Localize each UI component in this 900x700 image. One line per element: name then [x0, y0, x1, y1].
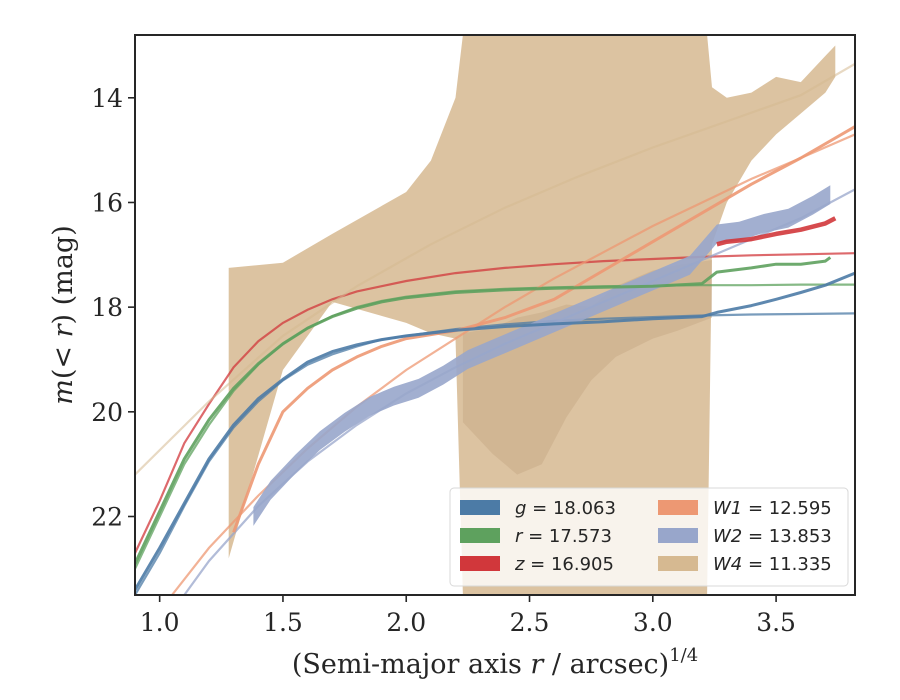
x-axis-label-suffix: / arcsec): [543, 649, 669, 680]
legend-swatch-w1: [658, 500, 698, 515]
y-axis-label: m(< r) (mag): [48, 225, 79, 404]
x-axis-label-var: r: [530, 649, 545, 680]
w4-model-curve: [135, 62, 855, 476]
w2-profile-band: [253, 185, 831, 526]
x-tick-label: 2.0: [386, 608, 426, 637]
x-tick-label: 2.5: [510, 608, 550, 637]
x-tick-label: 3.0: [633, 608, 673, 637]
y-tick-label: 22: [91, 502, 123, 531]
legend-label-z: z = 16.905: [514, 554, 614, 575]
y-tick-label: 18: [91, 293, 123, 322]
data-layer: [135, 35, 855, 595]
legend-entries: g = 18.063 W1 = 12.595 r = 17.573 W2 = 13.8…: [460, 498, 832, 575]
w4-inner-band: [462, 260, 712, 475]
legend-box: [449, 487, 849, 587]
legend-label-w2: W2 = 13.853: [713, 526, 832, 547]
legend-swatch-w4: [658, 556, 698, 571]
legend-label-w4: W4 = 11.335: [713, 554, 832, 575]
x-tick-label: 3.5: [756, 608, 796, 637]
legend-swatch-r: [460, 528, 500, 543]
x-tick-label: 1.0: [140, 608, 180, 637]
x-tick-label: 1.5: [263, 608, 303, 637]
y-tick-label: 16: [91, 188, 123, 217]
legend: g = 18.063 W1 = 12.595 r = 17.573 W2 = 13.8…: [449, 487, 849, 587]
x-axis: 1.0 1.5 2.0 2.5 3.0 3.5: [140, 595, 796, 637]
x-axis-label: (Semi-major axis r / arcsec)1/4: [292, 645, 698, 680]
x-axis-label-exponent: 1/4: [669, 645, 698, 666]
y-axis-label-mid: (<: [48, 337, 79, 379]
plot-frame: [134, 34, 856, 596]
legend-swatch-g: [460, 500, 500, 515]
z-model-curve: [135, 252, 855, 554]
legend-swatch-z: [460, 556, 500, 571]
y-axis-label-end: ) (mag): [48, 225, 79, 324]
z-profile-line: [716, 216, 837, 247]
g-profile-line: [135, 271, 855, 591]
r-profile-line: [135, 256, 832, 565]
legend-swatch-w2: [658, 528, 698, 543]
legend-label-g: g = 18.063: [515, 498, 616, 519]
y-tick-label: 14: [91, 84, 123, 113]
legend-label-r: r = 17.573: [515, 526, 612, 547]
y-axis-label-var: m: [48, 379, 79, 405]
y-tick-label: 20: [91, 398, 123, 427]
legend-label-w1: W1 = 12.595: [713, 498, 832, 519]
y-axis: 14 16 18 20 22: [91, 84, 135, 531]
y-axis-label-var2: r: [48, 322, 79, 337]
x-axis-label-prefix: (Semi-major axis: [292, 649, 531, 680]
